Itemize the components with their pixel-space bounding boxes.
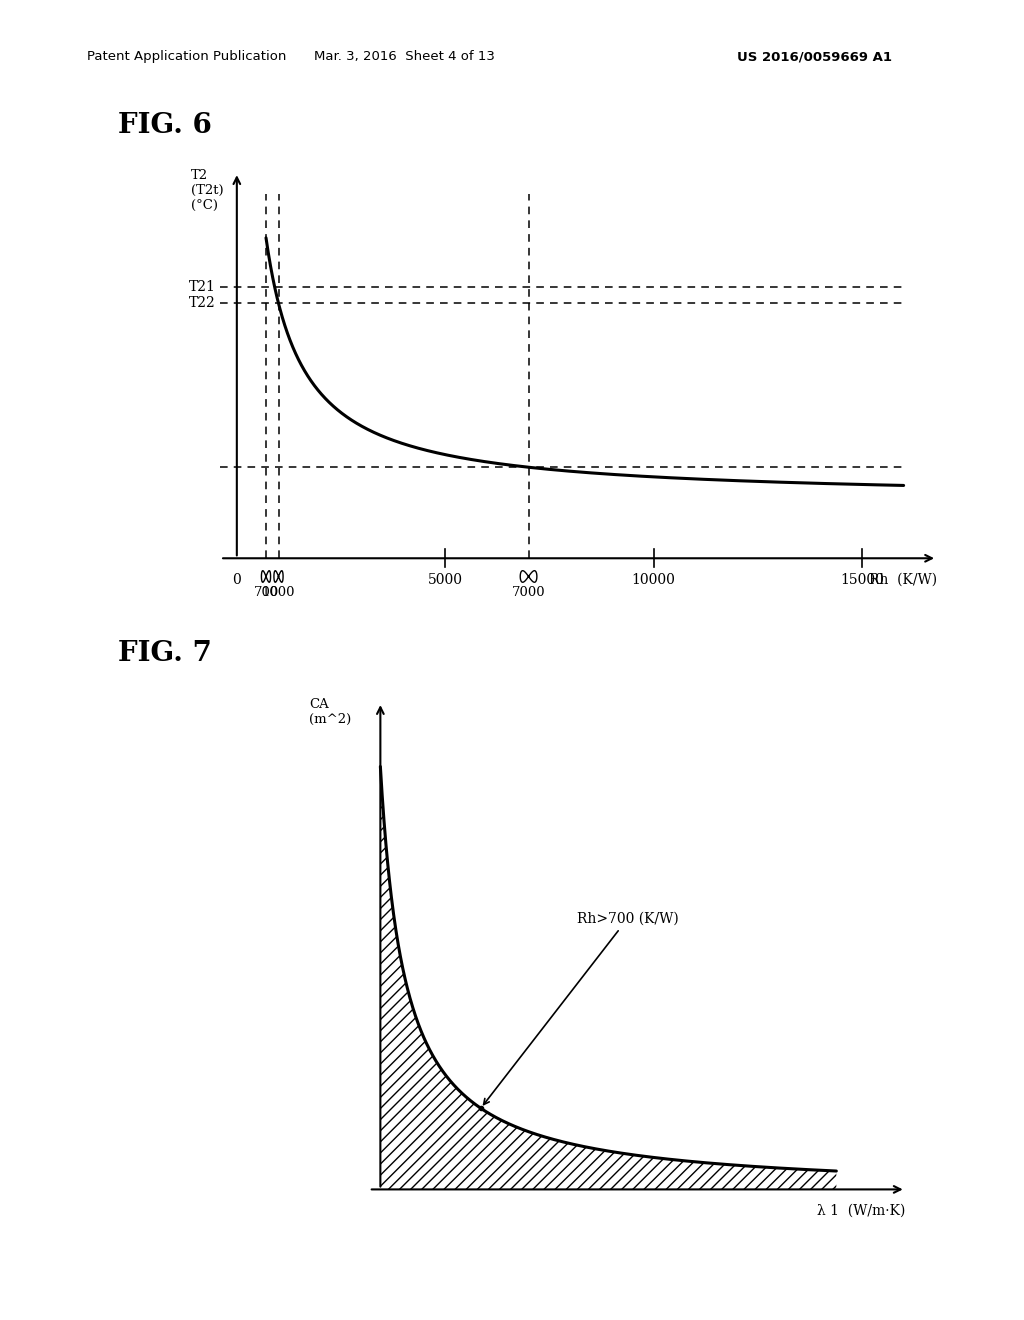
Text: T2
(T2t)
(°C): T2 (T2t) (°C) [191,169,223,211]
Text: T21: T21 [189,280,216,294]
Text: FIG. 6: FIG. 6 [118,112,212,139]
Text: 0: 0 [232,573,242,587]
Text: Patent Application Publication: Patent Application Publication [87,50,287,63]
Text: 700: 700 [253,586,279,598]
Text: λ 1  (W/m·K): λ 1 (W/m·K) [817,1204,905,1217]
Text: 15000: 15000 [840,573,884,587]
Text: Mar. 3, 2016  Sheet 4 of 13: Mar. 3, 2016 Sheet 4 of 13 [314,50,495,63]
Text: FIG. 7: FIG. 7 [118,640,212,667]
Text: 1000: 1000 [262,586,295,598]
Text: 5000: 5000 [428,573,463,587]
Text: US 2016/0059669 A1: US 2016/0059669 A1 [737,50,892,63]
Text: Rh>700 (K/W): Rh>700 (K/W) [483,912,678,1105]
Text: CA
(m^2): CA (m^2) [309,697,351,726]
Text: 10000: 10000 [632,573,676,587]
Text: T22: T22 [189,297,216,310]
Text: 7000: 7000 [512,586,546,598]
Text: Rh  (K/W): Rh (K/W) [868,573,937,587]
